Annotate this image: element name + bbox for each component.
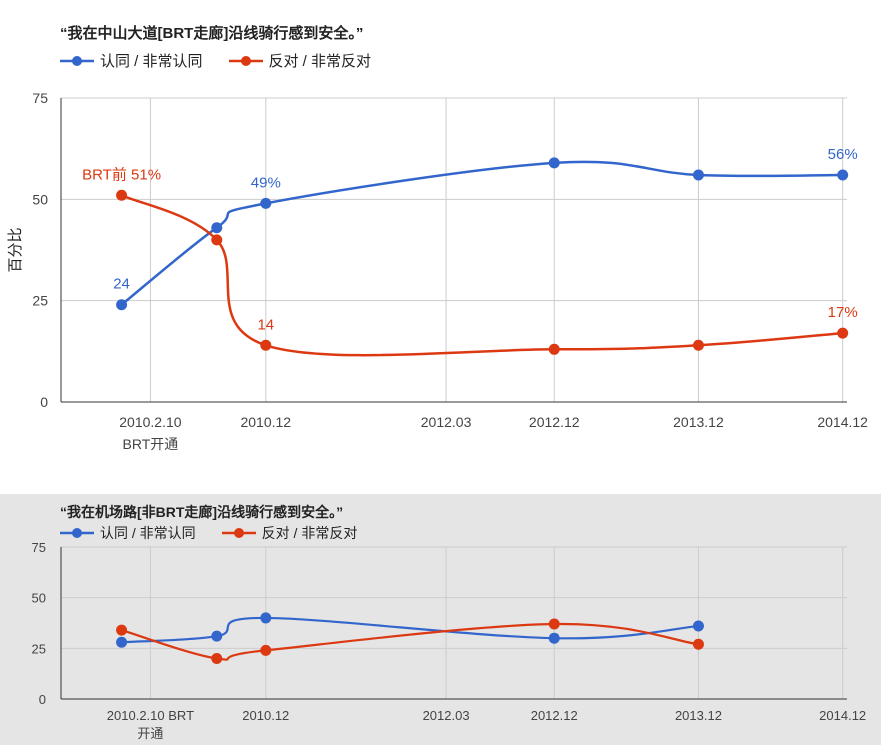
legend-label-agree: 认同 / 非常认同 [100, 53, 203, 70]
y-tick-label: 75 [32, 90, 48, 106]
x-tick-label: 2012.03 [421, 414, 472, 430]
data-point-agree [692, 169, 704, 181]
data-point-oppose [260, 644, 272, 656]
data-label: 14 [257, 316, 274, 333]
x-tick-label: 2012.03 [423, 708, 470, 723]
chart-legend: 认同 / 非常认同 反对 / 非常反对 [60, 50, 397, 71]
data-label: 56% [828, 146, 858, 163]
legend-swatch-oppose-icon [221, 528, 256, 538]
data-point-oppose [548, 343, 560, 355]
y-tick-label: 50 [32, 591, 46, 606]
data-point-oppose [116, 189, 128, 201]
data-point-oppose [692, 638, 704, 650]
gridlines [61, 97, 847, 403]
x-tick-label: 2010.2.10 BRT [107, 708, 194, 723]
data-label: 24 [113, 276, 130, 293]
data-point-agree [211, 630, 223, 642]
legend-item-agree[interactable]: 认同 / 非常认同 [60, 50, 203, 71]
data-point-oppose [211, 234, 223, 246]
data-point-agree [548, 632, 560, 644]
series-line-oppose [121, 622, 699, 661]
y-tick-label: 0 [39, 692, 46, 707]
legend-label-oppose: 反对 / 非常反对 [261, 525, 358, 541]
legend-item-agree[interactable]: 认同 / 非常认同 [60, 523, 196, 543]
x-tick-label: 2012.12 [529, 414, 580, 430]
legend-label-oppose: 反对 / 非常反对 [268, 53, 372, 70]
legend-item-oppose[interactable]: 反对 / 非常反对 [228, 50, 372, 71]
data-point-oppose [211, 652, 223, 664]
y-tick-label: 25 [32, 293, 48, 309]
legend-swatch-oppose-icon [228, 55, 263, 66]
y-tick-label: 0 [40, 394, 48, 410]
data-point-agree [211, 222, 223, 234]
chart-legend: 认同 / 非常认同 反对 / 非常反对 [60, 523, 383, 543]
legend-swatch-agree-icon [60, 55, 94, 66]
series-line-agree [121, 616, 699, 644]
series-line-agree [120, 160, 843, 306]
x-tick-label: 2013.12 [675, 708, 722, 723]
data-point-oppose [692, 339, 704, 351]
x-tick-sublabel: 开通 [137, 726, 163, 741]
x-tick-label: 2013.12 [673, 414, 724, 430]
line-chart-zhongshan: 0 25 50 75 2010.2.10 BRT开通 2010.12 2012.03 2012.… [7, 90, 868, 452]
legend-swatch-agree-icon [60, 528, 94, 538]
data-point-agree [116, 299, 128, 311]
y-tick-label: 75 [32, 540, 46, 555]
gridlines [61, 546, 847, 700]
x-tick-label: 2012.12 [531, 708, 578, 723]
chart-title: “我在中山大道[BRT走廊]沿线骑行感到安全。” [60, 25, 364, 42]
data-point-oppose [837, 327, 849, 339]
data-point-agree [116, 636, 128, 648]
data-label: 17% [828, 304, 858, 321]
legend-item-oppose[interactable]: 反对 / 非常反对 [221, 523, 358, 543]
y-tick-label: 25 [32, 641, 46, 656]
data-label: BRT前 51% [82, 166, 161, 183]
x-tick-label: 2010.12 [240, 414, 291, 430]
data-point-oppose [260, 339, 272, 351]
data-point-oppose [116, 624, 128, 636]
x-tick-sublabel: BRT开通 [123, 436, 179, 452]
data-point-agree [692, 620, 704, 632]
data-point-agree [260, 197, 272, 209]
data-label: 49% [251, 174, 281, 191]
data-point-agree [837, 169, 849, 181]
x-tick-label: 2010.2.10 [119, 414, 181, 430]
data-point-agree [260, 612, 272, 624]
y-axis-title: 百分比 [7, 227, 24, 272]
x-tick-label: 2014.12 [817, 414, 868, 430]
line-chart-airport-road: 0 25 50 75 2010.2.10 BRT 开通 2010.12 2012.03 2012… [32, 540, 867, 741]
chart-panel-zhongshan: “我在中山大道[BRT走廊]沿线骑行感到安全。” 认同 / 非常认同 反对 / … [7, 25, 869, 452]
data-point-agree [548, 157, 560, 169]
y-tick-label: 50 [32, 191, 48, 207]
data-point-oppose [548, 618, 560, 630]
chart-title: “我在机场路[非BRT走廊]沿线骑行感到安全。” [60, 504, 344, 520]
series-line-oppose [121, 194, 843, 357]
legend-label-agree: 认同 / 非常认同 [100, 525, 196, 541]
x-tick-label: 2014.12 [819, 708, 866, 723]
chart-panel-airport-road: “我在机场路[非BRT走廊]沿线骑行感到安全。” 认同 / 非常认同 反对 / … [0, 494, 881, 745]
x-tick-label: 2010.12 [242, 708, 289, 723]
